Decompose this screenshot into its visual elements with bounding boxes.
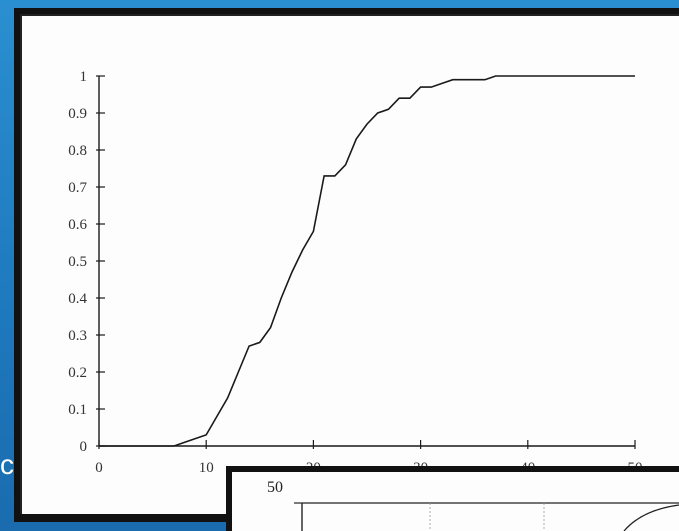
y-tick-label: 0.4 — [68, 291, 87, 307]
y-tick-label: 0.1 — [68, 402, 87, 418]
inset-curve — [623, 504, 679, 531]
chart-axes — [98, 76, 635, 447]
y-tick-label: 0.9 — [68, 106, 87, 122]
x-tick-label: 10 — [199, 460, 214, 476]
inset-chart-panel: 50 — [232, 472, 679, 531]
y-tick-label: 1 — [80, 69, 88, 85]
y-tick-label: 0.8 — [68, 143, 87, 159]
y-tick-label: 0.3 — [68, 328, 87, 344]
cdf-chart-panel: 00.10.20.30.40.50.60.70.80.91 0102030405… — [20, 14, 679, 514]
y-tick-label: 0.2 — [68, 365, 87, 381]
series-line — [99, 75, 635, 447]
slide-text-fragment: c — [0, 449, 14, 480]
y-tick-label: 0.6 — [68, 217, 87, 233]
cdf-chart-svg: 00.10.20.30.40.50.60.70.80.91 0102030405… — [68, 69, 642, 476]
inset-y-tick-label: 50 — [267, 479, 283, 496]
y-tick-label: 0 — [80, 439, 88, 455]
y-ticks: 0 0.1 0.2 0.3 0.4 0.5 0.6 0.7 0.8 0.9 1 — [68, 69, 105, 455]
x-tick-label: 0 — [95, 460, 103, 476]
y-tick-label: 0.5 — [68, 254, 87, 270]
inset-chart-svg: 50 — [267, 479, 679, 531]
y-tick-label: 0.7 — [68, 180, 87, 196]
